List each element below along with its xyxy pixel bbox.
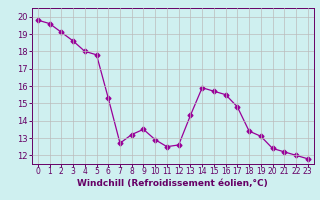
X-axis label: Windchill (Refroidissement éolien,°C): Windchill (Refroidissement éolien,°C) (77, 179, 268, 188)
